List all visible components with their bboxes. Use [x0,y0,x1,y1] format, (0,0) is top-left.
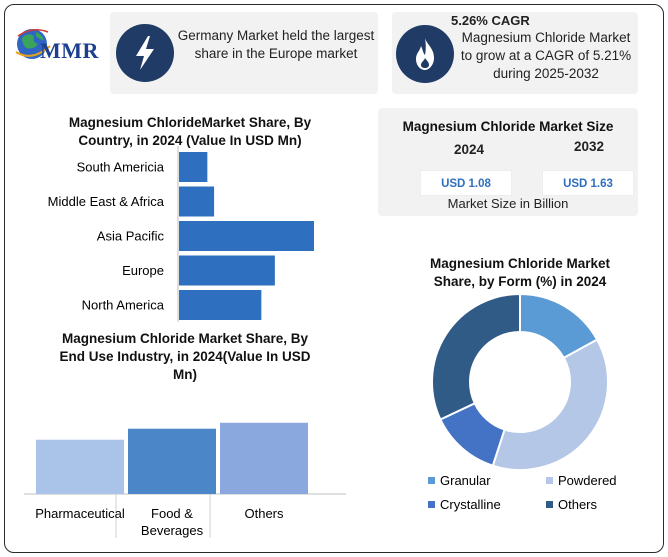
country-chart-title: Magnesium ChlorideMarket Share, By Count… [30,114,350,150]
legend-label: Crystalline [440,497,501,512]
cagr-text: Magnesium Chloride Market to grow at a C… [456,29,636,83]
cagr-card: 5.26% CAGR Magnesium Chloride Market to … [392,12,638,94]
market-size-caption: Market Size in Billion [447,196,569,211]
germany-text-line2: share in the Europe market [194,46,358,61]
germany-text: Germany Market held the largest share in… [174,27,378,63]
lightning-icon [116,24,174,82]
donut-slice [431,292,521,421]
market-size-value-end: USD 1.63 [542,170,634,196]
market-size-year-start: 2024 [454,142,485,157]
country-label: South Americia [77,160,165,175]
country-bar [179,255,275,286]
enduse-bar-chart: Pharmaceutical Food & Beverages Others [24,422,346,538]
market-size-title: Magnesium Chloride Market Size [402,119,614,134]
enduse-chart-title-line2: End Use Industry, in 2024(Value In USD [59,349,311,364]
enduse-label: Pharmaceutical [35,506,125,521]
enduse-label: Food & [151,506,193,521]
country-bar-chart: South Americia Middle East & Africa Asia P… [48,146,314,322]
cagr-text-line3: during 2025-2032 [493,66,599,81]
enduse-bar [128,428,216,494]
country-chart-title-line1: Magnesium ChlorideMarket Share, By [68,115,312,130]
legend-swatch [546,477,553,484]
enduse-bar [220,422,308,494]
legend-label: Granular [440,473,491,488]
country-label: North America [82,298,165,313]
mmr-logo: MMR [12,18,104,68]
legend-label: Powdered [558,473,617,488]
country-bar [179,290,262,320]
cagr-text-line1: Magnesium Chloride Market [461,30,631,45]
country-bar [179,221,314,251]
enduse-chart-title-line3: Mn) [173,367,197,382]
country-bar [179,152,208,182]
legend-label: Others [558,497,598,512]
germany-text-line1: Germany Market held the largest [177,28,375,43]
market-size-year-end: 2032 [574,139,605,154]
enduse-label: Others [244,506,284,521]
legend-swatch [428,477,435,484]
enduse-bar [36,439,124,494]
form-donut-chart: Granular Powdered Crystalline Others [428,292,617,512]
country-label: Asia Pacific [97,229,165,244]
country-chart-title-line2: Country, in 2024 (Value In USD Mn) [78,133,302,148]
germany-card: Germany Market held the largest share in… [110,12,378,94]
country-label: Europe [122,263,164,278]
country-bar [179,186,215,217]
logo-text: MMR [40,38,99,63]
cagr-text-line2: to grow at a CAGR of 5.21% [460,48,632,63]
globe-icon [15,29,51,59]
market-size-value-start: USD 1.08 [420,170,512,196]
country-label: Middle East & Africa [48,194,165,209]
form-chart-title-line1: Magnesium Chloride Market [429,256,611,271]
flame-icon [396,25,454,83]
cagr-headline: 5.26% CAGR [451,13,530,28]
legend-swatch [546,501,553,508]
form-chart-title-line2: Share, by Form (%) in 2024 [433,274,607,289]
form-chart-title: Magnesium Chloride Market Share, by Form… [400,255,640,291]
enduse-label-line2: Beverages [141,523,204,538]
enduse-chart-title-line1: Magnesium Chloride Market Share, By [61,331,309,346]
legend-swatch [428,501,435,508]
donut-slice [491,338,609,471]
market-size-card: Magnesium Chloride Market Size 2024 2032… [378,108,638,216]
enduse-chart-title: Magnesium Chloride Market Share, By End … [20,330,350,384]
